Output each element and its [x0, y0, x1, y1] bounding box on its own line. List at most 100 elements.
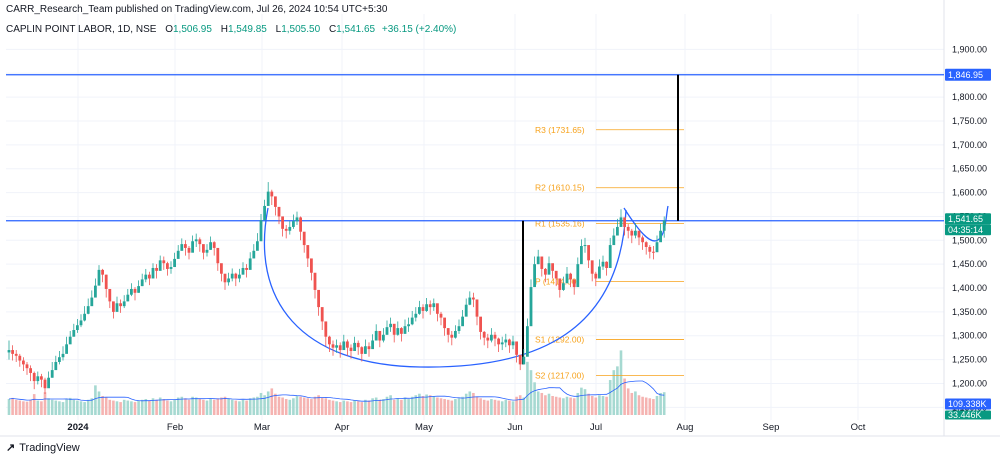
price-tick-label: 1,750.00: [952, 116, 987, 126]
candle-body: [446, 328, 450, 335]
candle-body: [83, 313, 86, 321]
volume-bar: [590, 396, 594, 415]
candle-body: [252, 250, 256, 259]
volume-bar: [155, 399, 158, 415]
candle-body: [414, 313, 418, 318]
candle-body: [288, 226, 292, 231]
volume-bar: [605, 396, 608, 415]
volume-bar: [367, 400, 371, 415]
candle-body: [194, 239, 198, 242]
countdown-tag-bg: [945, 224, 991, 236]
time-tick-label: Aug: [677, 422, 694, 433]
time-tick-label: Sep: [763, 422, 780, 433]
volume-bar: [378, 399, 382, 415]
volume-bar: [572, 398, 576, 415]
candle-body: [554, 270, 558, 279]
volume-bar: [43, 392, 47, 415]
candle-body: [292, 221, 295, 227]
volume-bar: [504, 399, 508, 415]
volume-bar: [486, 400, 490, 415]
candle-body: [108, 288, 112, 302]
candle-body: [598, 266, 601, 279]
volume-bar: [464, 393, 468, 415]
candle-body: [464, 304, 468, 317]
candle-body: [619, 217, 623, 227]
volume-bar: [356, 401, 360, 415]
volume-bar: [284, 399, 288, 415]
volume-bar: [234, 400, 238, 415]
candle-body: [479, 316, 482, 332]
volume-bar: [216, 398, 220, 415]
volume-bar: [576, 392, 580, 415]
candle-body: [205, 249, 209, 253]
high-value: 1,549.85: [227, 24, 267, 35]
volume-bar: [497, 400, 500, 415]
candle-body: [641, 237, 644, 243]
candle-body: [115, 303, 119, 312]
candle-body: [79, 320, 83, 326]
volume-ma-tag-bg: [945, 410, 991, 420]
volume-bar: [205, 400, 209, 415]
candle-body: [29, 368, 32, 373]
price-tick-label: 1,200.00: [952, 378, 987, 388]
volume-bar: [634, 391, 637, 415]
volume-ma-tag: 33.446K: [948, 410, 982, 420]
candle-body: [230, 273, 234, 279]
candle-body: [626, 226, 630, 231]
candle-body: [522, 356, 526, 365]
candle-body: [515, 341, 518, 355]
volume-bar: [421, 396, 425, 415]
volume-bar: [328, 399, 331, 415]
candle-body: [65, 344, 68, 354]
candle-body: [176, 250, 180, 259]
volume-bar: [230, 399, 234, 415]
volume-bar: [540, 392, 544, 415]
volume-bar: [274, 393, 277, 415]
time-tick-label: May: [415, 422, 433, 433]
volume-bar: [187, 399, 191, 415]
price-tick-label: 1,650.00: [952, 164, 987, 174]
volume-bar: [313, 396, 317, 415]
tradingview-branding[interactable]: ↗ TradingView: [6, 441, 80, 454]
candle-body: [425, 304, 428, 311]
volume-bar: [648, 398, 652, 415]
volume-bar: [65, 399, 68, 415]
candle-body: [14, 353, 18, 356]
candle-body: [421, 307, 425, 311]
volume-bar: [191, 396, 194, 415]
volume-bar: [220, 397, 223, 415]
volume-bar: [475, 396, 479, 415]
volume-bar: [331, 400, 335, 415]
candle-body: [158, 260, 162, 271]
candle-body: [144, 274, 148, 280]
volume-bar: [209, 399, 212, 415]
candle-body: [284, 228, 288, 231]
volume-bar: [641, 396, 644, 415]
volume-bar: [61, 402, 65, 415]
volume-bar: [130, 401, 133, 415]
candle-body: [320, 307, 324, 322]
candle-body: [130, 288, 133, 295]
candle-body: [533, 264, 536, 288]
volume-bar: [454, 399, 457, 415]
volume-bar: [389, 395, 392, 415]
volume-bar: [86, 399, 90, 415]
volume-bar: [428, 395, 432, 415]
volume-bar: [11, 397, 14, 415]
volume-bar: [18, 400, 22, 415]
volume-bar: [360, 402, 364, 415]
volume-bar: [598, 395, 601, 415]
volume-bar: [623, 378, 626, 415]
candle-body: [504, 339, 508, 343]
volume-bar: [346, 401, 349, 415]
volume-bar: [522, 397, 526, 415]
candle-body: [374, 330, 378, 341]
branding-text: TradingView: [19, 442, 80, 454]
time-tick-label: Jul: [590, 422, 602, 433]
volume-bar: [29, 399, 32, 415]
candle-body: [310, 258, 313, 273]
candle-body: [166, 263, 169, 269]
price-tick-label: 1,500.00: [952, 235, 987, 245]
